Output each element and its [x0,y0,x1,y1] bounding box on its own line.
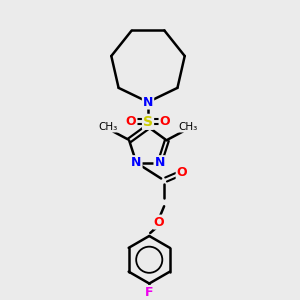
Text: N: N [154,156,165,169]
Text: CH₃: CH₃ [178,122,197,132]
Text: O: O [160,116,170,128]
Text: CH₃: CH₃ [99,122,118,132]
Text: N: N [143,95,153,109]
Text: O: O [177,166,187,179]
Text: O: O [126,116,136,128]
Text: F: F [145,286,154,299]
Text: O: O [154,216,164,229]
Text: N: N [131,156,142,169]
Text: S: S [143,115,153,129]
